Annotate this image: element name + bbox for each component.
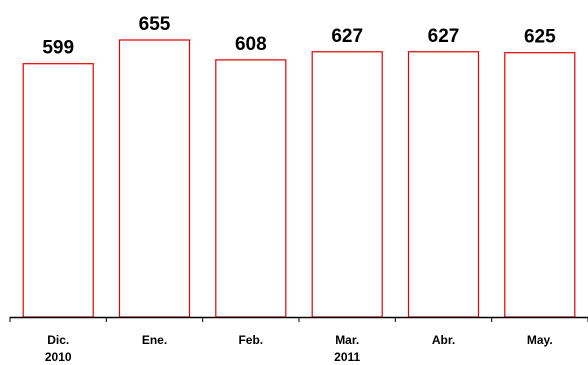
x-tick-label-line: May. bbox=[527, 333, 553, 347]
x-tick-label: Ene. bbox=[142, 333, 167, 347]
x-tick-label: Feb. bbox=[238, 333, 263, 347]
bar bbox=[118, 39, 191, 318]
bar bbox=[22, 63, 94, 318]
bar-value-label: 627 bbox=[428, 26, 460, 47]
bar-value-label: 655 bbox=[139, 14, 171, 35]
x-tick-label: May. bbox=[527, 333, 553, 347]
bar-value-label: 599 bbox=[42, 38, 74, 59]
bar bbox=[215, 59, 287, 318]
x-tick-label-line: 2011 bbox=[334, 350, 360, 364]
bar bbox=[311, 51, 383, 318]
bar-value-label: 627 bbox=[331, 26, 363, 47]
x-tick-label-line: Feb. bbox=[238, 333, 263, 347]
bar-value-label: 625 bbox=[524, 27, 556, 48]
value-labels-group: 599 655 608 627 627 625 bbox=[42, 14, 556, 59]
x-tick-label-line: Abr. bbox=[432, 333, 455, 347]
x-tick-label-line: Dic. bbox=[47, 333, 69, 347]
bar bbox=[407, 51, 480, 318]
x-tick-label: Mar. 2011 bbox=[334, 333, 360, 364]
x-tick-label-line: 2010 bbox=[45, 350, 72, 364]
bar bbox=[504, 52, 576, 318]
bars-group bbox=[22, 39, 576, 318]
x-axis bbox=[9, 316, 588, 322]
bar-value-label: 608 bbox=[235, 34, 267, 55]
x-tick-label: Abr. bbox=[432, 333, 455, 347]
x-tick-label-line: Mar. bbox=[335, 333, 359, 347]
x-tick-label: Dic. 2010 bbox=[45, 333, 72, 364]
x-tick-labels-group: Dic. 2010 Ene. Feb. Mar. 2011 Abr. May. bbox=[45, 333, 553, 364]
x-tick-label-line: Ene. bbox=[142, 333, 167, 347]
